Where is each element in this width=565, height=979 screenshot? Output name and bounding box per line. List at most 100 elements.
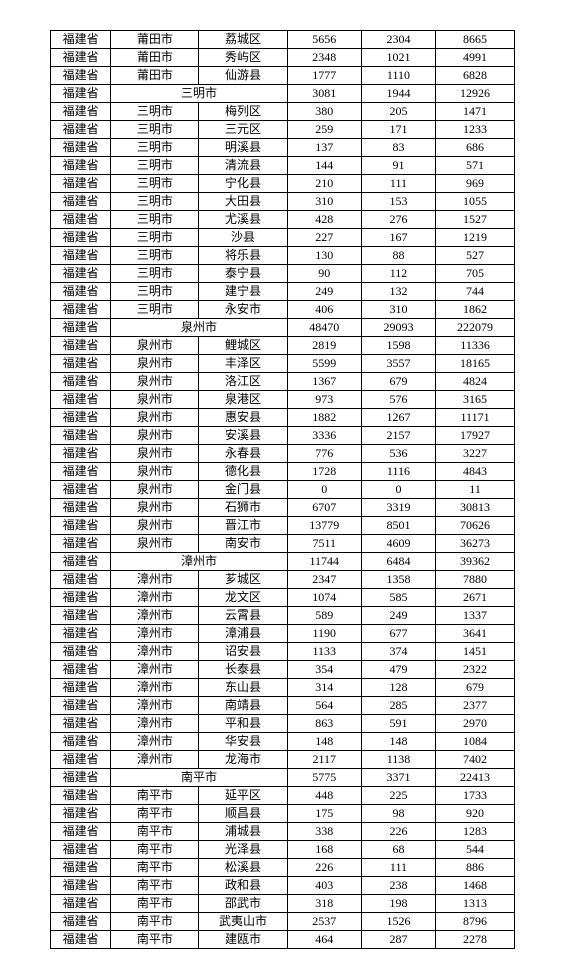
table-row: 福建省泉州市鲤城区2819159811336 bbox=[51, 337, 515, 355]
cell-district: 永春县 bbox=[199, 445, 287, 463]
cell-value: 1116 bbox=[361, 463, 435, 481]
cell-district: 芗城区 bbox=[199, 571, 287, 589]
cell-district: 沙县 bbox=[199, 229, 287, 247]
table-row: 福建省南平市邵武市3181981313 bbox=[51, 895, 515, 913]
cell-value: 111 bbox=[361, 175, 435, 193]
cell-district: 惠安县 bbox=[199, 409, 287, 427]
cell-city: 南平市 bbox=[111, 913, 199, 931]
cell-value: 2157 bbox=[361, 427, 435, 445]
cell-value: 11744 bbox=[287, 553, 361, 571]
data-table: 福建省莆田市荔城区565623048665福建省莆田市秀屿区2348102149… bbox=[50, 30, 515, 949]
cell-city: 三明市 bbox=[111, 157, 199, 175]
cell-district: 漳浦县 bbox=[199, 625, 287, 643]
cell-province: 福建省 bbox=[51, 517, 111, 535]
cell-value: 6707 bbox=[287, 499, 361, 517]
cell-value: 90 bbox=[287, 265, 361, 283]
cell-district: 荔城区 bbox=[199, 31, 287, 49]
table-row: 福建省莆田市秀屿区234810214991 bbox=[51, 49, 515, 67]
cell-city: 漳州市 bbox=[111, 751, 199, 769]
cell-province: 福建省 bbox=[51, 661, 111, 679]
cell-province: 福建省 bbox=[51, 157, 111, 175]
cell-province: 福建省 bbox=[51, 283, 111, 301]
cell-value: 276 bbox=[361, 211, 435, 229]
cell-city: 漳州市 bbox=[111, 697, 199, 715]
cell-city: 南平市 bbox=[111, 859, 199, 877]
table-row: 福建省三明市将乐县13088527 bbox=[51, 247, 515, 265]
table-row: 福建省泉州市永春县7765363227 bbox=[51, 445, 515, 463]
cell-province: 福建省 bbox=[51, 409, 111, 427]
table-row: 福建省三明市尤溪县4282761527 bbox=[51, 211, 515, 229]
cell-province: 福建省 bbox=[51, 787, 111, 805]
cell-province: 福建省 bbox=[51, 931, 111, 949]
cell-province: 福建省 bbox=[51, 319, 111, 337]
cell-value: 679 bbox=[436, 679, 515, 697]
cell-province: 福建省 bbox=[51, 823, 111, 841]
table-row: 福建省三明市大田县3101531055 bbox=[51, 193, 515, 211]
cell-province: 福建省 bbox=[51, 895, 111, 913]
table-row: 福建省三明市梅列区3802051471 bbox=[51, 103, 515, 121]
cell-value: 576 bbox=[361, 391, 435, 409]
table-row: 福建省泉州市4847029093222079 bbox=[51, 319, 515, 337]
cell-value: 338 bbox=[287, 823, 361, 841]
cell-value: 969 bbox=[436, 175, 515, 193]
cell-city: 南平市 bbox=[111, 931, 199, 949]
cell-city-subtotal: 三明市 bbox=[111, 85, 287, 103]
cell-value: 70626 bbox=[436, 517, 515, 535]
cell-value: 310 bbox=[287, 193, 361, 211]
cell-value: 920 bbox=[436, 805, 515, 823]
cell-district: 明溪县 bbox=[199, 139, 287, 157]
cell-value: 744 bbox=[436, 283, 515, 301]
cell-province: 福建省 bbox=[51, 877, 111, 895]
cell-district: 尤溪县 bbox=[199, 211, 287, 229]
table-row: 福建省漳州市龙海市211711387402 bbox=[51, 751, 515, 769]
table-row: 福建省泉州市金门县0011 bbox=[51, 481, 515, 499]
cell-district: 三元区 bbox=[199, 121, 287, 139]
cell-province: 福建省 bbox=[51, 373, 111, 391]
cell-city: 南平市 bbox=[111, 787, 199, 805]
cell-value: 6828 bbox=[436, 67, 515, 85]
cell-city: 三明市 bbox=[111, 121, 199, 139]
table-row: 福建省泉州市德化县172811164843 bbox=[51, 463, 515, 481]
cell-district: 石狮市 bbox=[199, 499, 287, 517]
cell-value: 285 bbox=[361, 697, 435, 715]
cell-value: 7880 bbox=[436, 571, 515, 589]
table-row: 福建省泉州市安溪县3336215717927 bbox=[51, 427, 515, 445]
cell-value: 403 bbox=[287, 877, 361, 895]
cell-province: 福建省 bbox=[51, 625, 111, 643]
cell-city: 漳州市 bbox=[111, 679, 199, 697]
cell-district: 长泰县 bbox=[199, 661, 287, 679]
cell-city: 南平市 bbox=[111, 805, 199, 823]
table-row: 福建省泉州市南安市7511460936273 bbox=[51, 535, 515, 553]
cell-city: 南平市 bbox=[111, 823, 199, 841]
cell-value: 153 bbox=[361, 193, 435, 211]
cell-city-subtotal: 漳州市 bbox=[111, 553, 287, 571]
cell-province: 福建省 bbox=[51, 553, 111, 571]
cell-value: 198 bbox=[361, 895, 435, 913]
cell-value: 318 bbox=[287, 895, 361, 913]
cell-city: 泉州市 bbox=[111, 373, 199, 391]
cell-value: 0 bbox=[287, 481, 361, 499]
cell-value: 2278 bbox=[436, 931, 515, 949]
cell-city: 三明市 bbox=[111, 283, 199, 301]
cell-value: 2304 bbox=[361, 31, 435, 49]
cell-district: 东山县 bbox=[199, 679, 287, 697]
table-row: 福建省南平市顺昌县17598920 bbox=[51, 805, 515, 823]
table-row: 福建省漳州市长泰县3544792322 bbox=[51, 661, 515, 679]
cell-value: 210 bbox=[287, 175, 361, 193]
cell-value: 144 bbox=[287, 157, 361, 175]
cell-value: 1138 bbox=[361, 751, 435, 769]
cell-district: 鲤城区 bbox=[199, 337, 287, 355]
cell-district: 浦城县 bbox=[199, 823, 287, 841]
cell-district: 泉港区 bbox=[199, 391, 287, 409]
table-row: 福建省南平市光泽县16868544 bbox=[51, 841, 515, 859]
cell-province: 福建省 bbox=[51, 715, 111, 733]
cell-district: 金门县 bbox=[199, 481, 287, 499]
cell-value: 22413 bbox=[436, 769, 515, 787]
cell-value: 227 bbox=[287, 229, 361, 247]
cell-value: 4991 bbox=[436, 49, 515, 67]
cell-value: 1777 bbox=[287, 67, 361, 85]
cell-city: 漳州市 bbox=[111, 589, 199, 607]
cell-value: 29093 bbox=[361, 319, 435, 337]
cell-value: 310 bbox=[361, 301, 435, 319]
cell-value: 148 bbox=[361, 733, 435, 751]
